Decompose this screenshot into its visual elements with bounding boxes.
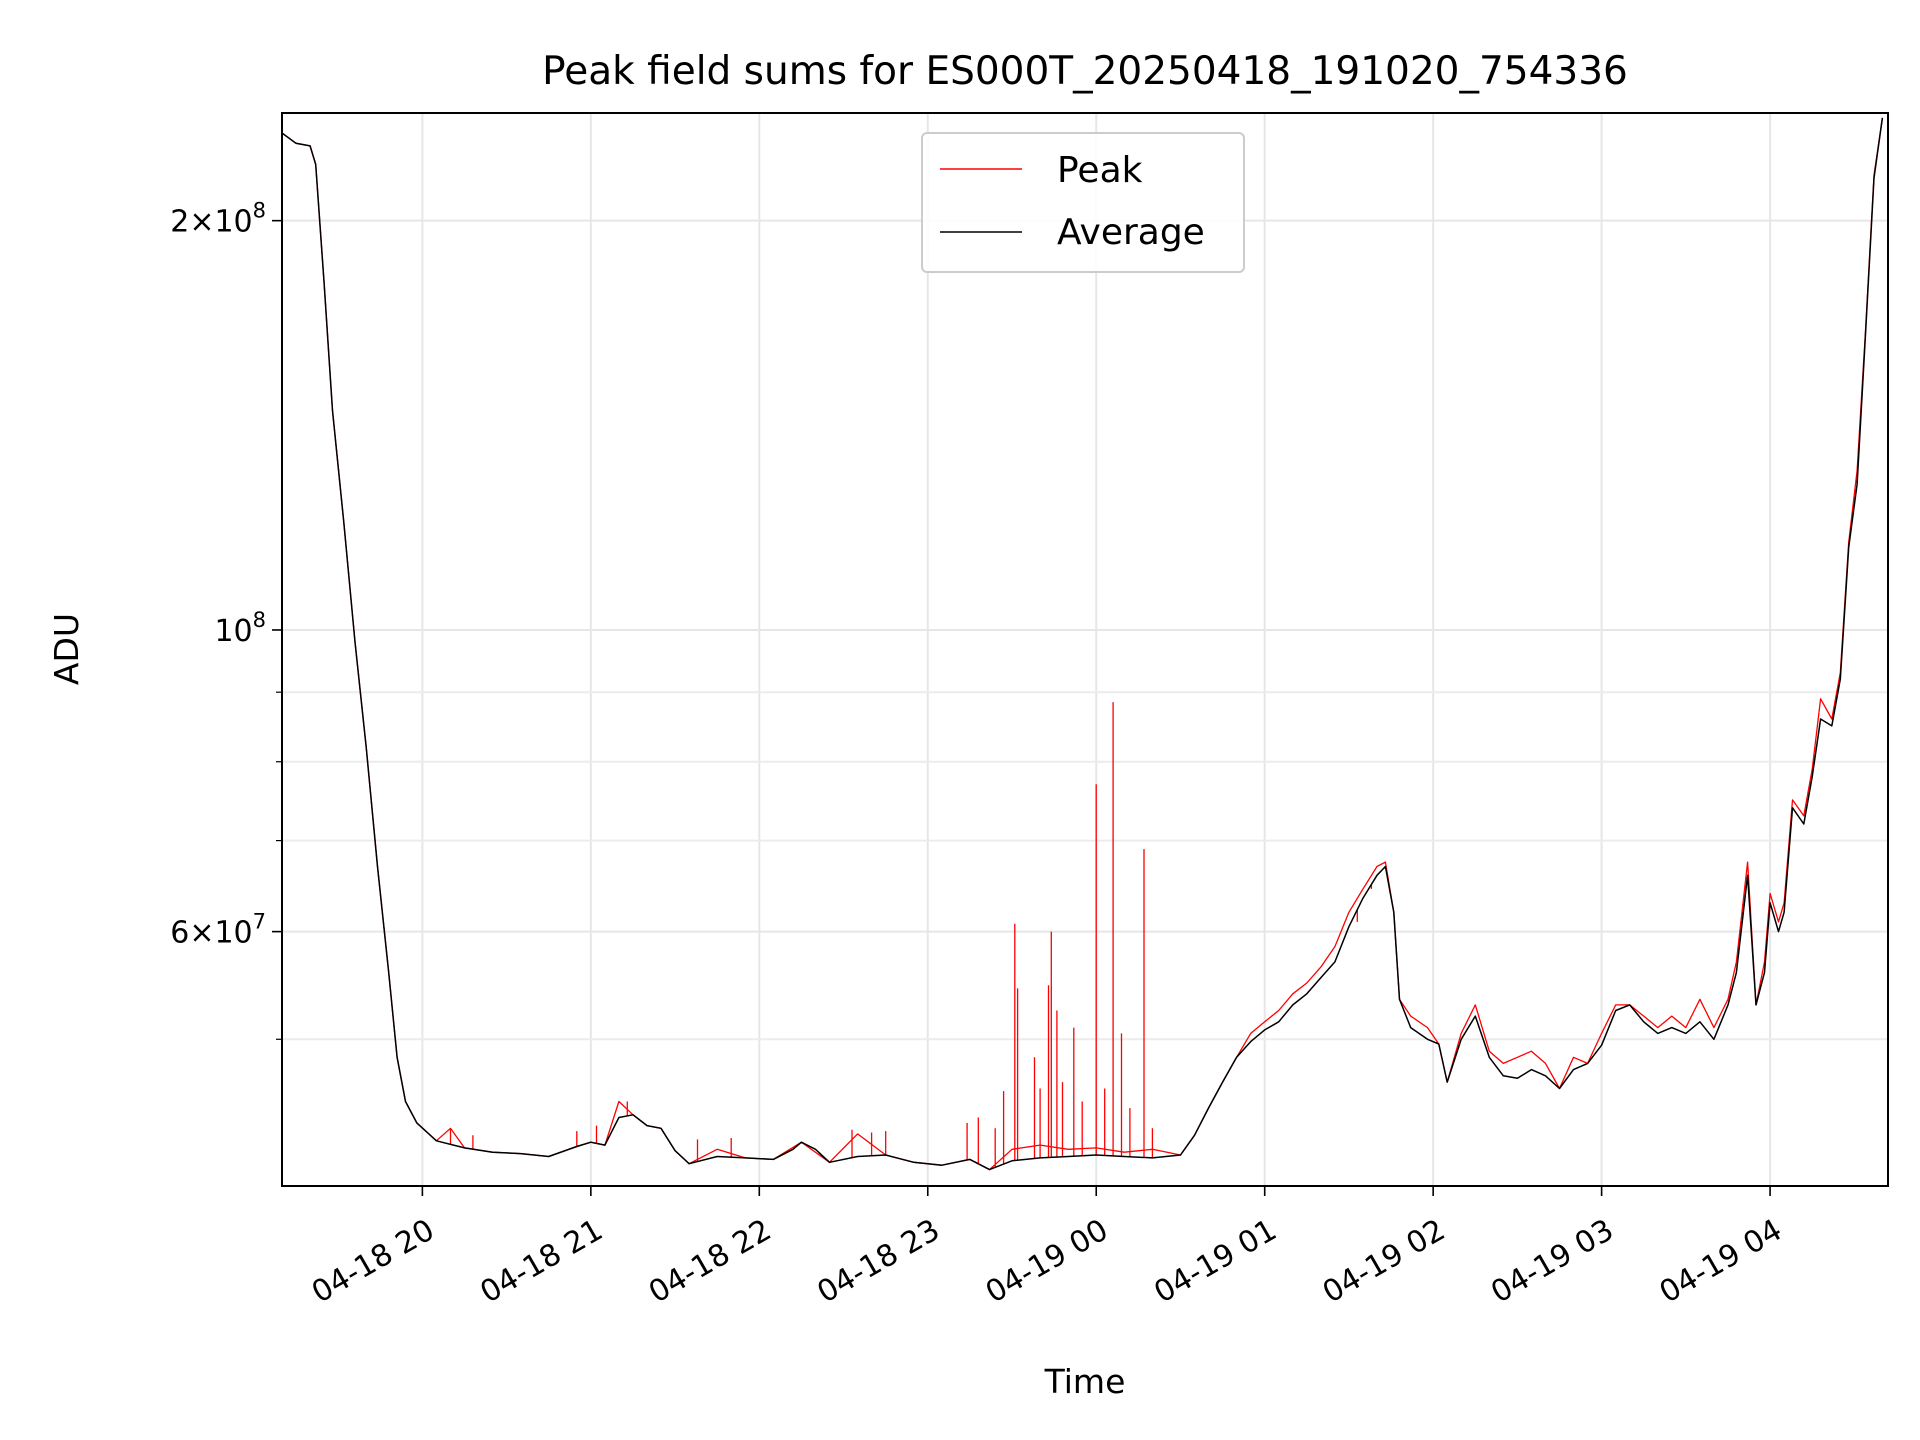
series-layer <box>281 117 1884 1171</box>
y-axis-label: ADU <box>47 613 86 685</box>
legend-box <box>921 132 1245 273</box>
series-spikes-peak <box>449 702 1373 1168</box>
plot-frame <box>281 112 1889 1187</box>
y-tick-label: 6×107 <box>170 910 266 951</box>
legend: Peak Average <box>921 132 1245 273</box>
legend-label-peak: Peak <box>1057 150 1143 191</box>
plot-area-background <box>282 113 1888 1186</box>
x-axis-label: Time <box>1044 1362 1126 1401</box>
chart-title: Peak field sums for ES000T_20250418_1910… <box>542 49 1628 94</box>
y-tick-label: 2×108 <box>170 199 266 240</box>
legend-label-average: Average <box>1057 212 1205 253</box>
y-tick-label: 108 <box>214 608 266 649</box>
series-line-average <box>281 117 1884 1171</box>
y-axis-ticks: 6×107 108 2×108 <box>170 199 282 1040</box>
